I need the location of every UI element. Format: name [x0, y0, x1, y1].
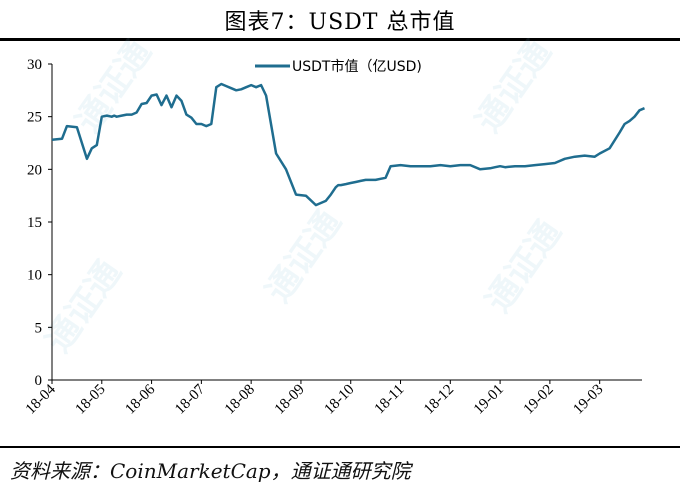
top-rule [0, 38, 680, 41]
x-tick-label: 18-12 [421, 382, 457, 418]
figure-title: 图表7：USDT 总市值 [224, 10, 456, 35]
source-note: 资料来源：CoinMarketCap，通证通研究院 [10, 459, 411, 483]
x-tick-label: 19-02 [521, 382, 557, 418]
x-tick-label: 18-11 [372, 382, 408, 418]
y-tick-label: 5 [35, 320, 43, 336]
x-tick-label: 19-03 [570, 382, 606, 418]
x-tick-label: 18-05 [73, 382, 109, 418]
y-tick-label: 0 [35, 373, 43, 389]
legend-label: USDT市值（亿USD) [292, 58, 422, 75]
x-tick-label: 19-01 [471, 382, 507, 418]
chart-legend: USDT市值（亿USD) [255, 58, 422, 75]
y-tick-label: 25 [27, 110, 42, 126]
x-tick-label: 18-10 [322, 382, 358, 418]
y-tick-label: 20 [27, 162, 42, 178]
x-tick-label: 18-09 [272, 382, 308, 418]
chart-series [51, 82, 645, 207]
y-tick-label: 30 [27, 57, 42, 73]
bottom-rule [0, 446, 680, 448]
x-tick-label: 18-06 [122, 381, 158, 417]
x-tick-label: 18-08 [222, 382, 258, 418]
series-line [51, 82, 645, 207]
y-tick-label: 15 [27, 215, 42, 231]
y-tick-label: 10 [27, 268, 42, 284]
x-tick-label: 18-07 [172, 381, 208, 417]
